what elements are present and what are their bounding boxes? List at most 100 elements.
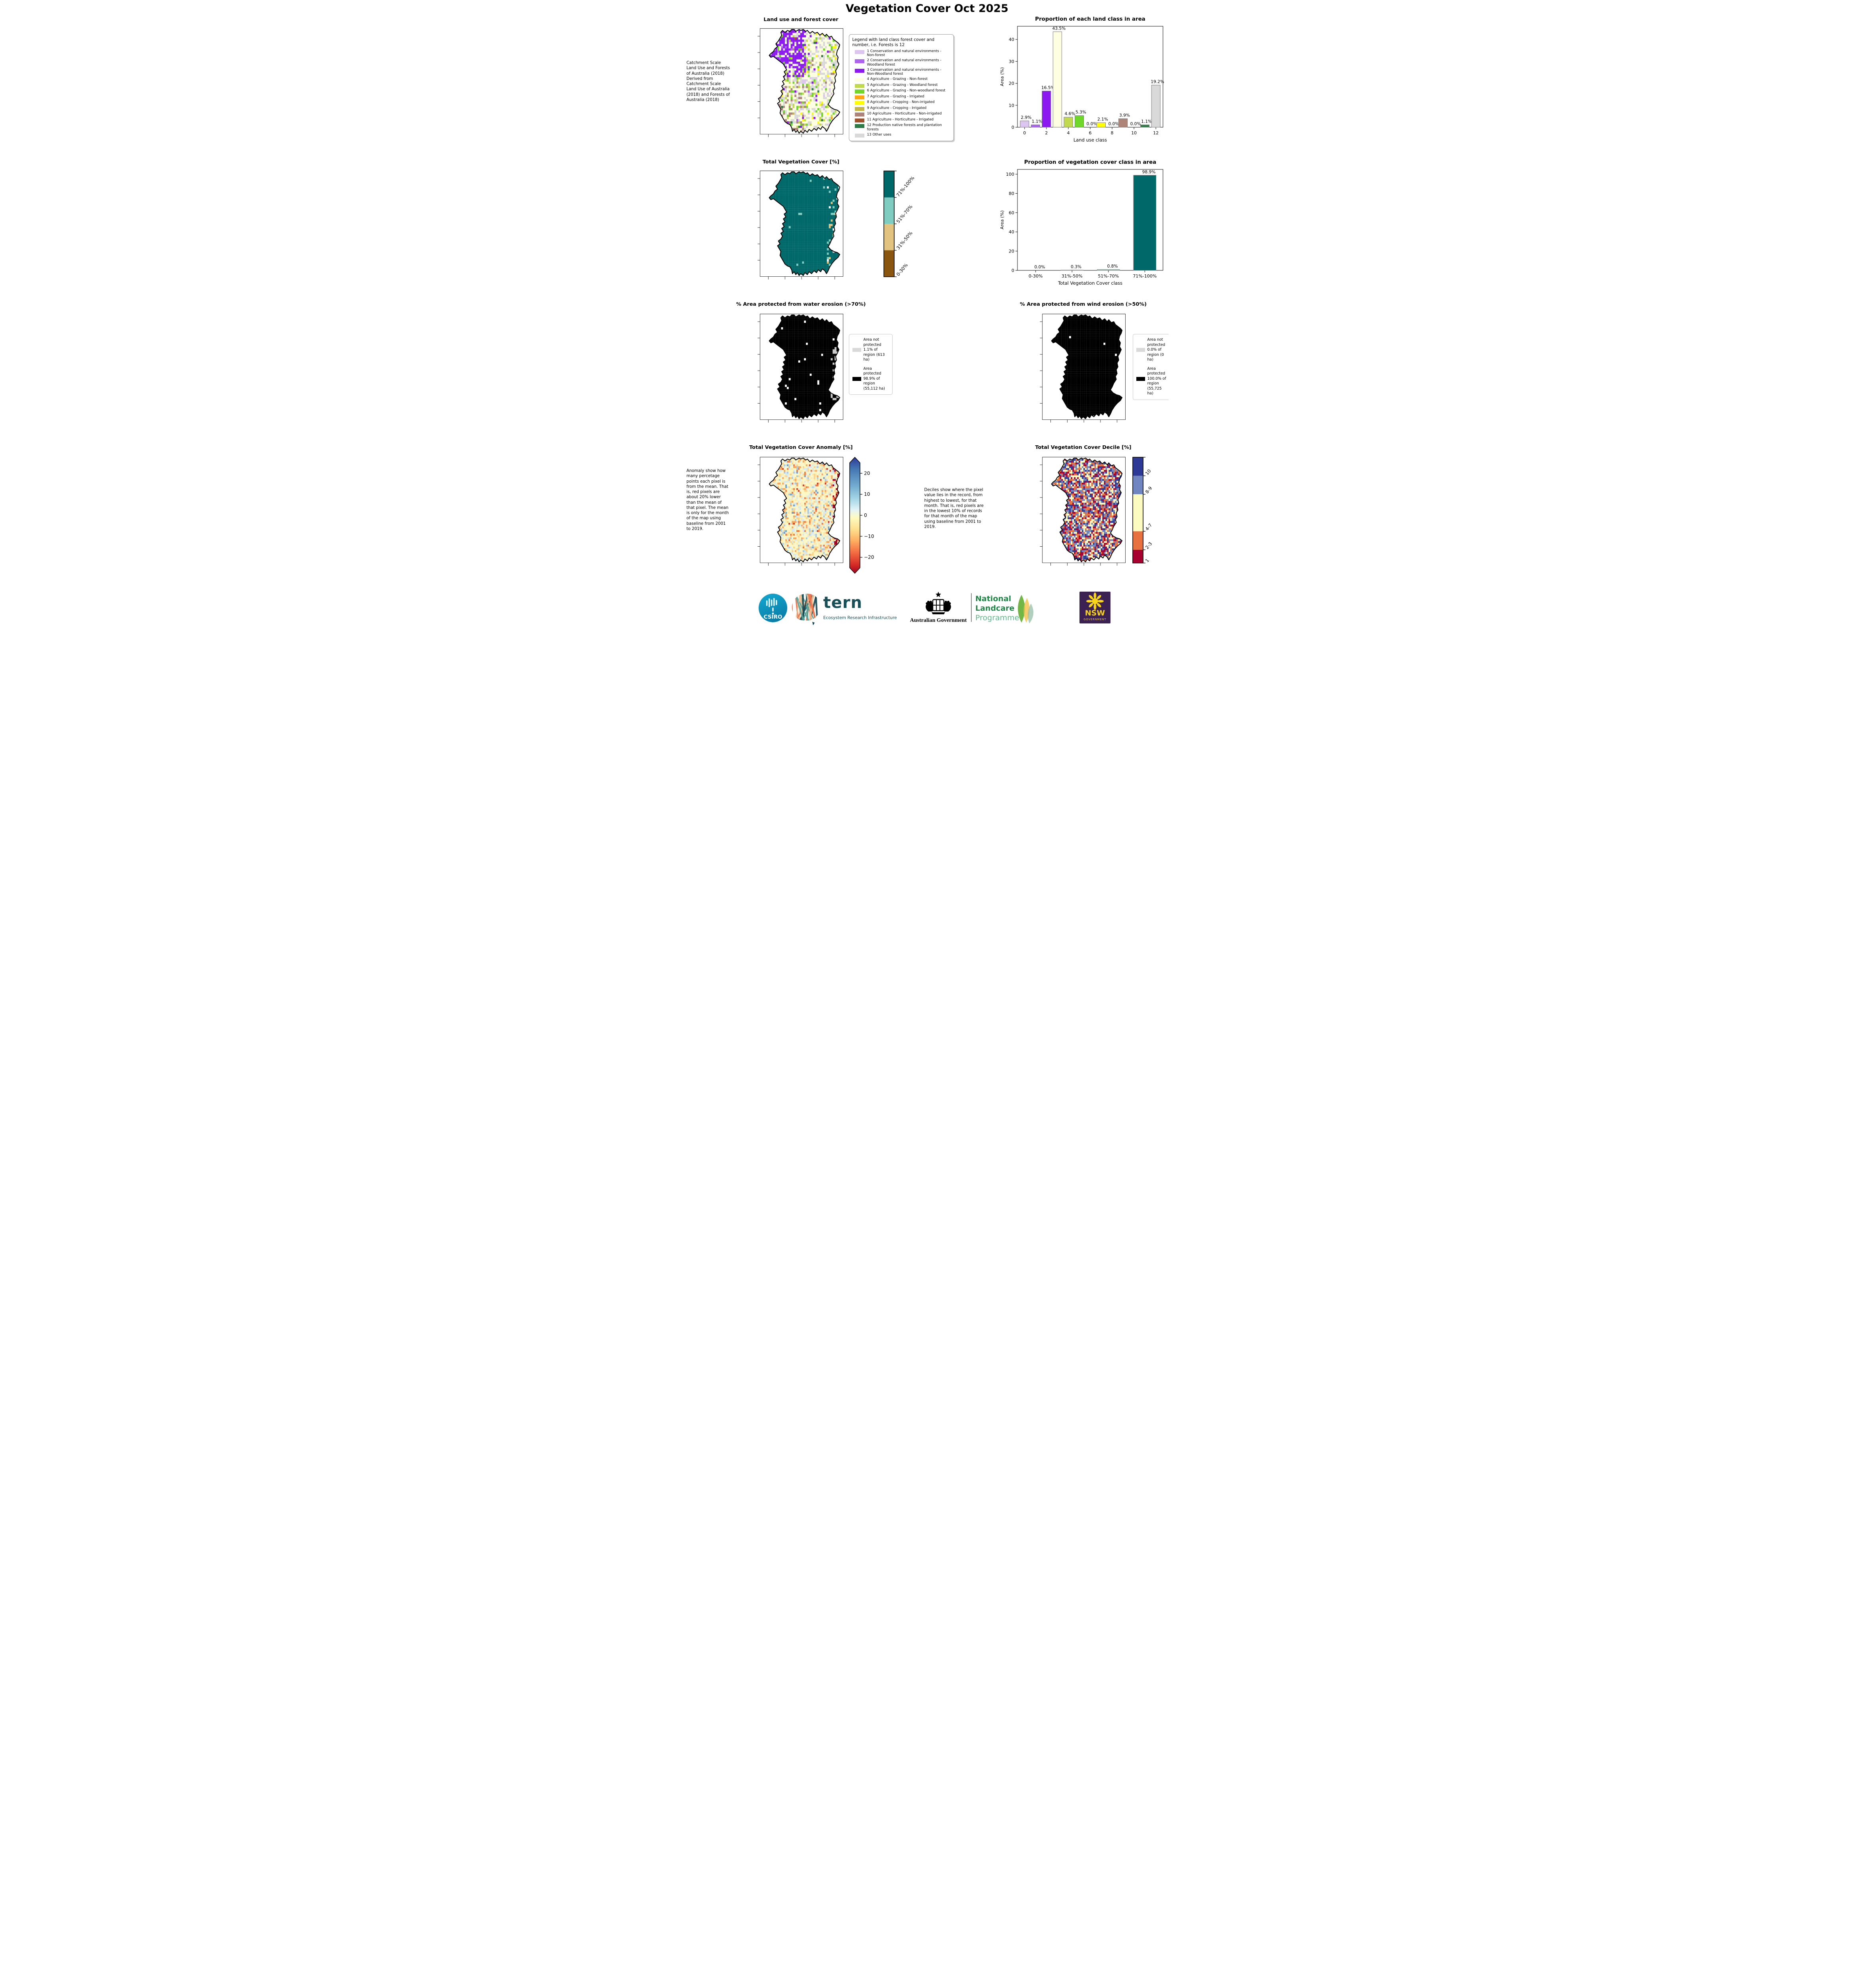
x-tick-label: 0: [1023, 130, 1026, 136]
anomaly-map-title: Total Vegetation Cover Anomaly [%]: [749, 445, 853, 450]
y-tick-label: 20: [1009, 81, 1014, 86]
colorbar-segment: [883, 224, 894, 250]
landuse-legend-item: 6 Agriculture - Grazing - Non-woodland f…: [852, 89, 950, 94]
landuse-legend-item: 7 Agriculture - Grazing - Irrigated: [852, 95, 950, 99]
colorbar-label: 51%-70%: [895, 204, 913, 224]
erosion-legend-item: Area protected 100.0% of region (55,725 …: [1136, 367, 1169, 396]
landuse-legend-item: 2 Conservation and natural environments …: [852, 58, 950, 67]
legend-label: 9 Agriculture - Cropping - Irrigated: [867, 106, 927, 110]
bar-value-label: 0.3%: [1071, 264, 1081, 269]
landcare-line1: National: [975, 594, 1011, 603]
legend-label: Area protected 100.0% of region (55,725 …: [1147, 366, 1166, 396]
tern-subtitle: Ecosystem Research Infrastructure: [823, 615, 897, 620]
x-tick-label: 31%-50%: [1061, 274, 1082, 279]
page-title: Vegetation Cover Oct 2025: [845, 2, 1009, 15]
bar: [1140, 124, 1149, 128]
landcare-logo: National Landcare Programme: [975, 594, 1033, 623]
colorbar-segment: [1132, 457, 1143, 476]
chart-title: Proportion of vegetation cover class in …: [1024, 159, 1156, 165]
landuse-legend-item: 1 Conservation and natural environments …: [852, 49, 950, 58]
bar-value-label: 16.5%: [1041, 85, 1055, 90]
bar: [1019, 120, 1029, 128]
landuse-legend-title: Legend with land class forest cover and …: [852, 37, 935, 47]
colorbar-label: 1: [1144, 557, 1150, 563]
catchment-outline: [769, 172, 839, 276]
catchment-outline: [769, 315, 839, 419]
y-tick-label: 80: [1009, 191, 1014, 196]
colorbar-label: 10: [1144, 468, 1152, 476]
water-erosion-legend: Area not protected 1.1% of region (613 h…: [848, 334, 893, 395]
x-axis-label: Total Vegetation Cover class: [1057, 280, 1122, 286]
landuse-legend-item: 12 Production native forests and plantat…: [852, 123, 950, 132]
bar-value-label: 1.1%: [1031, 119, 1042, 124]
legend-swatch: [1136, 348, 1145, 352]
y-tick-label: 0: [1011, 125, 1014, 130]
landuse-source-text: Catchment Scale Land Use and Forests of …: [686, 61, 730, 102]
bar-value-label: 0.0%: [1086, 122, 1097, 126]
landcare-line3: Programme: [975, 613, 1019, 622]
legend-label: 5 Agriculture - Grazing - Woodland fores…: [867, 83, 938, 87]
aus-gov-label: Australian Government: [910, 617, 967, 623]
decile-colorbar: 10 8-9 4-7 2-3 1: [1132, 457, 1153, 563]
bar: [1041, 91, 1051, 128]
anomaly-description-text: Anomaly show how many percetage points e…: [686, 469, 729, 531]
landuse-legend-item: 9 Agriculture - Cropping - Irrigated: [852, 106, 950, 111]
legend-label: Area not protected 1.1% of region (613 h…: [863, 338, 885, 362]
bar-value-label: 43.5%: [1052, 26, 1066, 31]
legend-swatch: [854, 89, 864, 94]
landuse-legend: Legend with land class forest cover and …: [848, 34, 954, 141]
landuse-legend-item: 8 Agriculture - Cropping - Non-irrigated: [852, 100, 950, 105]
legend-label: 2 Conservation and natural environments …: [867, 58, 942, 67]
vegcover-map-title: Total Vegetation Cover [%]: [762, 159, 840, 165]
wind-erosion-legend: Area not protected 0.0% of region (0 ha)…: [1132, 334, 1169, 400]
legend-swatch: [854, 95, 864, 99]
colorbar-segment: [1132, 531, 1143, 550]
erosion-legend-item: Area not protected 1.1% of region (613 h…: [852, 338, 890, 363]
water-erosion-map: [753, 310, 848, 425]
vegcover-map: [753, 167, 848, 282]
chart-title: Proportion of each land class in area: [1035, 16, 1145, 22]
bar-value-label: 0.0%: [1108, 122, 1119, 126]
vegclass-bar-chart: 0 20 40 60 80 100 0-30% 31%-50% 51%-70% 71%-100% 0…: [1000, 159, 1163, 286]
csiro-waveform-icon: [766, 598, 777, 615]
footer-divider: [971, 593, 972, 622]
waratah-icon: [1086, 592, 1104, 610]
x-tick-label: 51%-70%: [1098, 274, 1119, 279]
landuse-legend-item: 4 Agriculture - Grazing - Non-forest: [852, 77, 950, 82]
legend-label: 6 Agriculture - Grazing - Non-woodland f…: [867, 89, 945, 93]
legend-label: 1 Conservation and natural environments …: [867, 49, 942, 58]
x-tick-label: 6: [1089, 130, 1091, 136]
nsw-government-logo: NSW GOVERNMENT: [1079, 592, 1110, 623]
landuse-map-title: Land use and forest cover: [763, 17, 839, 23]
bar: [1031, 124, 1040, 128]
x-tick-label: 2: [1045, 130, 1048, 136]
coat-of-arms-icon: [925, 592, 951, 614]
colorbar-label: 2-3: [1144, 541, 1153, 550]
legend-swatch: [854, 50, 864, 54]
y-tick-label: 60: [1009, 210, 1014, 215]
catchment-outline: [769, 458, 839, 562]
bar: [1096, 122, 1106, 128]
legend-swatch: [854, 101, 864, 105]
bar-value-label: 0.8%: [1107, 264, 1118, 269]
colorbar-label: 71%-100%: [895, 175, 915, 198]
landuse-map: [753, 25, 848, 140]
y-tick-label: 100: [1006, 172, 1014, 177]
landcare-leaves-icon: [1017, 595, 1033, 623]
legend-swatch: [854, 107, 864, 111]
legend-label: Area not protected 0.0% of region (0 ha): [1147, 338, 1165, 362]
nsw-sub-label: GOVERNMENT: [1083, 618, 1106, 621]
landuse-legend-item: 11 Agriculture - Horticulture - Irrigate…: [852, 118, 950, 122]
x-tick-label: 10: [1131, 130, 1137, 136]
csiro-label: CSIRO: [763, 614, 782, 620]
y-tick-label: 30: [1009, 59, 1014, 64]
bar: [1118, 118, 1128, 128]
x-tick-label: 12: [1153, 130, 1159, 136]
catchment-outline: [769, 29, 839, 133]
colorbar-segment: [883, 171, 894, 198]
erosion-legend-item: Area not protected 0.0% of region (0 ha): [1136, 338, 1169, 363]
water-erosion-title: % Area protected from water erosion (>70…: [736, 301, 866, 307]
landuse-legend-item: 3 Conservation and natural environments …: [852, 68, 950, 76]
legend-swatch: [854, 118, 864, 122]
bar: [1074, 115, 1084, 128]
